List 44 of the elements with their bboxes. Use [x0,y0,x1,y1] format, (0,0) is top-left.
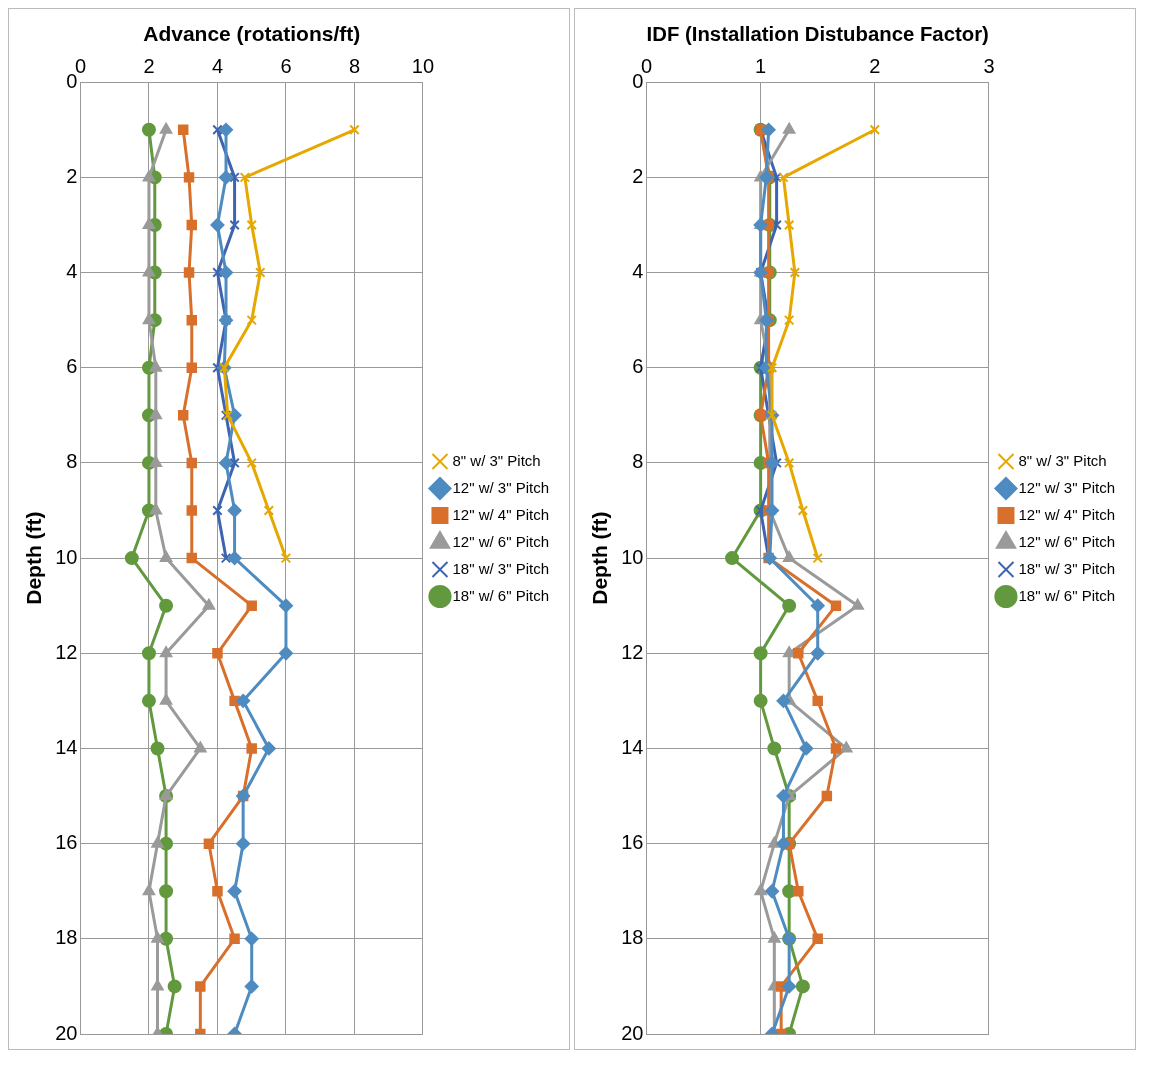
legend-label: 18" w/ 3" Pitch [1018,559,1116,577]
legend-label: 18" w/ 6" Pitch [1018,586,1116,604]
x-tick-label: 1 [755,54,767,77]
y-tick-label: 18 [621,926,644,949]
legend-label: 12" w/ 3" Pitch [452,478,550,496]
y-tick-label: 2 [632,164,644,187]
y-axis-title: Depth (ft) [588,511,612,605]
y-tick-label: 4 [66,260,78,283]
x-axis-title: Advance (rotations/ft) [143,22,361,46]
legend-label: 18" w/ 6" Pitch [452,586,550,604]
legend-label: 12" w/ 4" Pitch [452,505,550,523]
x-axis-title: IDF (Installation Distubance Factor) [646,22,989,46]
y-tick-label: 14 [621,735,644,758]
x-tick-label: 3 [983,54,995,77]
y-tick-label: 12 [55,640,78,663]
legend-label: 18" w/ 3" Pitch [452,559,550,577]
x-tick-label: 4 [211,54,224,77]
y-tick-label: 16 [55,831,78,854]
y-tick-label: 4 [632,260,644,283]
x-tick-label: 10 [411,54,435,77]
legend-label: 12" w/ 3" Pitch [1018,478,1116,496]
y-tick-label: 20 [55,1021,78,1044]
legend-label: 12" w/ 6" Pitch [452,532,550,550]
y-tick-label: 2 [66,164,78,187]
legend-label: 12" w/ 6" Pitch [1018,532,1116,550]
y-axis-title: Depth (ft) [22,511,46,605]
y-tick-label: 14 [55,735,78,758]
x-tick-label: 2 [869,54,881,77]
legend-label: 12" w/ 4" Pitch [1018,505,1116,523]
x-tick-label: 6 [280,54,292,77]
x-tick-label: 8 [348,54,361,77]
y-tick-label: 10 [621,545,644,568]
y-tick-label: 12 [621,640,644,663]
legend-label: 8" w/ 3" Pitch [1018,451,1107,469]
legend-label: 8" w/ 3" Pitch [452,451,541,469]
x-tick-label: 2 [143,54,155,77]
y-tick-label: 6 [632,355,644,378]
y-tick-label: 8 [632,450,644,473]
y-tick-label: 6 [66,355,78,378]
y-tick-label: 20 [621,1021,644,1044]
y-tick-label: 16 [621,831,644,854]
y-tick-label: 8 [66,450,78,473]
y-tick-label: 10 [55,545,78,568]
y-tick-label: 18 [55,926,78,949]
